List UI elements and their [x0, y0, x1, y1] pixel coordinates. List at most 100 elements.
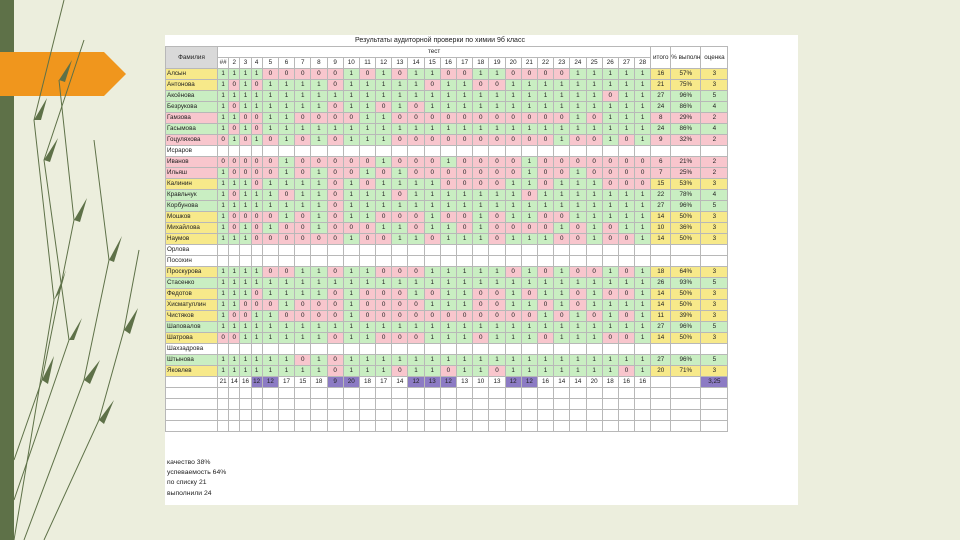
score-cell[interactable]: 0 [228, 123, 241, 135]
score-cell[interactable]: 1 [617, 211, 636, 223]
score-cell[interactable]: 1 [423, 211, 441, 223]
sum-cell[interactable]: 14 [228, 376, 241, 388]
empty-cell[interactable] [650, 398, 672, 410]
score-cell[interactable]: 1 [228, 299, 241, 311]
score-cell[interactable]: 1 [634, 211, 652, 223]
grade-average-cell[interactable]: 3,25 [700, 376, 729, 388]
empty-cell[interactable] [165, 409, 218, 421]
score-cell[interactable]: 1 [342, 266, 360, 278]
sum-cell[interactable]: 13 [488, 376, 506, 388]
question-number-cell[interactable]: 4 [250, 57, 263, 69]
empty-cell[interactable] [391, 420, 409, 432]
score-cell[interactable]: 1 [472, 68, 490, 80]
score-cell[interactable]: 1 [277, 211, 296, 223]
score-cell[interactable] [294, 145, 312, 157]
score-cell[interactable] [488, 255, 506, 267]
empty-cell[interactable] [670, 420, 702, 432]
question-number-cell[interactable]: 19 [488, 57, 506, 69]
score-cell[interactable] [358, 145, 377, 157]
score-cell[interactable]: 0 [569, 156, 587, 168]
score-cell[interactable]: 1 [585, 68, 603, 80]
empty-cell[interactable] [617, 387, 636, 399]
percent-cell[interactable]: 32% [670, 134, 702, 146]
empty-cell[interactable] [261, 387, 279, 399]
score-cell[interactable]: 1 [601, 101, 619, 113]
score-cell[interactable]: 1 [423, 178, 441, 190]
score-cell[interactable]: 1 [504, 321, 522, 333]
header-total-cell[interactable]: итого [650, 46, 672, 69]
empty-cell[interactable] [472, 387, 490, 399]
empty-cell[interactable] [310, 420, 328, 432]
score-cell[interactable]: 1 [504, 90, 522, 102]
question-number-cell[interactable]: 6 [277, 57, 296, 69]
score-cell[interactable]: 1 [375, 68, 393, 80]
score-cell[interactable]: 1 [342, 332, 360, 344]
score-cell[interactable]: 1 [391, 167, 409, 179]
score-cell[interactable]: 1 [472, 101, 490, 113]
score-cell[interactable]: 0 [391, 68, 409, 80]
score-cell[interactable]: 0 [423, 167, 441, 179]
score-cell[interactable]: 1 [228, 134, 241, 146]
score-cell[interactable]: 0 [326, 101, 344, 113]
question-number-cell[interactable]: 12 [375, 57, 393, 69]
score-cell[interactable]: 1 [439, 299, 458, 311]
score-cell[interactable]: 1 [617, 101, 636, 113]
score-cell[interactable]: 0 [536, 266, 555, 278]
score-cell[interactable]: 0 [358, 233, 377, 245]
score-cell[interactable]: 1 [391, 277, 409, 289]
empty-cell[interactable] [228, 409, 241, 421]
question-number-cell[interactable]: 24 [569, 57, 587, 69]
score-cell[interactable]: 1 [407, 189, 425, 201]
score-cell[interactable] [553, 145, 571, 157]
score-cell[interactable] [504, 244, 522, 256]
empty-cell[interactable] [261, 398, 279, 410]
score-cell[interactable]: 0 [585, 266, 603, 278]
score-cell[interactable]: 1 [216, 189, 230, 201]
score-cell[interactable]: 1 [423, 101, 441, 113]
total-cell[interactable] [650, 145, 672, 157]
score-cell[interactable]: 0 [358, 68, 377, 80]
score-cell[interactable]: 1 [504, 299, 522, 311]
question-number-cell[interactable]: 16 [439, 57, 458, 69]
grade-cell[interactable]: 5 [700, 354, 729, 366]
score-cell[interactable]: 1 [277, 123, 296, 135]
sum-cell[interactable]: 12 [504, 376, 522, 388]
score-cell[interactable]: 1 [585, 211, 603, 223]
score-cell[interactable]: 1 [358, 123, 377, 135]
score-cell[interactable]: 0 [407, 310, 425, 322]
score-cell[interactable]: 1 [504, 354, 522, 366]
score-cell[interactable] [601, 145, 619, 157]
score-cell[interactable]: 1 [261, 310, 279, 322]
score-cell[interactable]: 1 [601, 277, 619, 289]
score-cell[interactable]: 1 [455, 90, 474, 102]
score-cell[interactable] [423, 343, 441, 355]
empty-cell[interactable] [375, 387, 393, 399]
score-cell[interactable]: 0 [585, 112, 603, 124]
score-cell[interactable]: 0 [342, 156, 360, 168]
score-cell[interactable]: 1 [617, 189, 636, 201]
score-cell[interactable]: 1 [553, 90, 571, 102]
score-cell[interactable] [228, 343, 241, 355]
total-cell[interactable]: 24 [650, 101, 672, 113]
score-cell[interactable]: 0 [250, 178, 263, 190]
grade-cell[interactable]: 3 [700, 211, 729, 223]
score-cell[interactable]: 1 [634, 101, 652, 113]
percent-cell[interactable]: 86% [670, 123, 702, 135]
score-cell[interactable]: 0 [553, 68, 571, 80]
score-cell[interactable] [455, 244, 474, 256]
score-cell[interactable]: 1 [358, 354, 377, 366]
score-cell[interactable]: 1 [569, 354, 587, 366]
score-cell[interactable]: 0 [617, 332, 636, 344]
score-cell[interactable]: 1 [342, 233, 360, 245]
score-cell[interactable]: 1 [585, 277, 603, 289]
grade-cell[interactable]: 3 [700, 288, 729, 300]
empty-cell[interactable] [634, 387, 652, 399]
sum-cell[interactable]: 10 [472, 376, 490, 388]
empty-cell[interactable] [670, 387, 702, 399]
score-cell[interactable]: 0 [536, 112, 555, 124]
percent-cell[interactable]: 75% [670, 79, 702, 91]
score-cell[interactable]: 0 [455, 211, 474, 223]
sum-cell[interactable]: 9 [326, 376, 344, 388]
score-cell[interactable]: 1 [216, 310, 230, 322]
score-cell[interactable]: 0 [326, 112, 344, 124]
